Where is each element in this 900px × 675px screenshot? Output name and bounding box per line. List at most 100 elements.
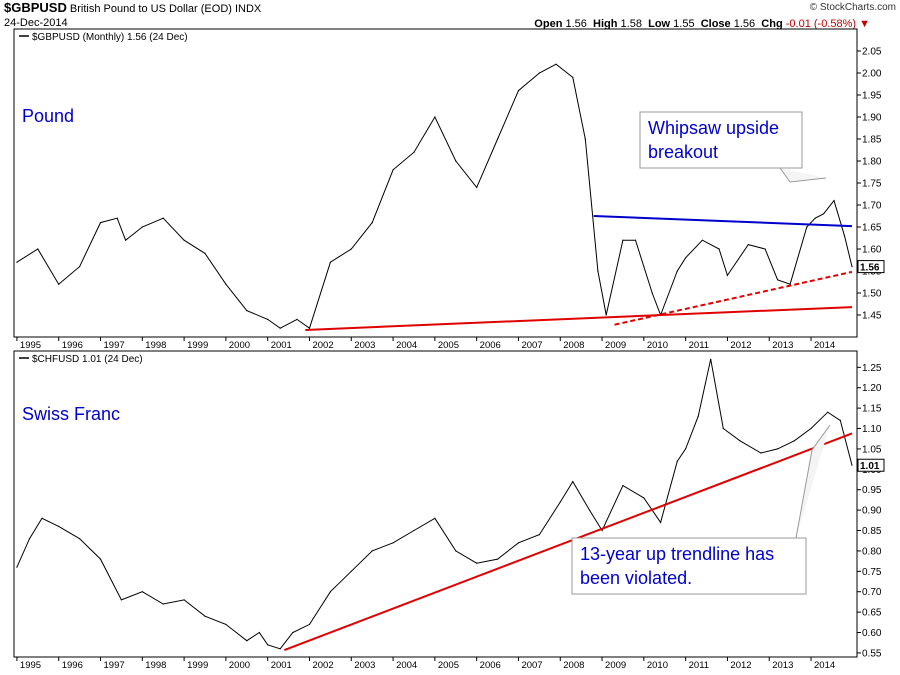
price-point: [777, 448, 779, 450]
price-point: [183, 239, 185, 241]
x-tick-label: 2001: [271, 340, 292, 351]
y-tick-label: 0.55: [862, 648, 882, 659]
x-tick-label: 2005: [438, 660, 459, 671]
price-point: [588, 509, 591, 511]
price-point: [777, 279, 779, 281]
price-point: [701, 239, 704, 241]
symbol: $GBPUSD: [4, 0, 67, 15]
y-tick-label: 2.00: [862, 69, 882, 80]
price-point: [292, 631, 294, 634]
price-point: [183, 599, 185, 601]
x-tick-label: 2014: [814, 340, 835, 351]
y-tick-label: 1.45: [862, 311, 882, 322]
price-point: [296, 318, 298, 320]
price-point: [685, 257, 687, 259]
low-label: Low: [648, 18, 671, 30]
y-tick-label: 0.75: [862, 567, 882, 578]
price-point: [329, 591, 331, 593]
price-point: [764, 248, 766, 250]
last-value-label: 1.01: [860, 461, 880, 472]
y-tick-label: 0.90: [862, 506, 882, 517]
last-value-tag: [857, 260, 885, 274]
last-value-label: 1.56: [860, 263, 880, 274]
price-point: [329, 261, 331, 263]
x-tick-label: 2009: [605, 660, 626, 671]
price-point: [497, 138, 499, 140]
price-point: [434, 116, 436, 118]
price-point: [413, 151, 415, 153]
annotation-text: been violated.: [580, 568, 692, 588]
x-tick-label: 1996: [62, 340, 83, 351]
price-point: [125, 239, 127, 241]
x-tick-label: 2001: [271, 660, 292, 671]
price-point: [392, 169, 394, 171]
price-point: [538, 72, 541, 74]
price-point: [16, 566, 18, 568]
callout-pointer: [779, 167, 827, 183]
down-arrow-icon: ▼: [859, 18, 870, 30]
price-point: [204, 252, 206, 254]
price-point: [651, 292, 653, 294]
price-point: [392, 542, 394, 544]
x-tick-label: 2007: [521, 660, 542, 671]
y-tick-label: 0.70: [862, 587, 882, 598]
close-value: 1.56: [733, 18, 756, 30]
price-point: [246, 310, 248, 312]
y-tick-label: 1.15: [862, 404, 882, 415]
resistance-trendline: [593, 215, 853, 228]
x-tick-label: 2010: [647, 340, 668, 351]
price-point: [833, 200, 835, 202]
price-point: [79, 538, 81, 540]
price-point: [258, 631, 260, 634]
price-point: [225, 283, 227, 285]
price-point: [41, 517, 43, 519]
price-point: [597, 270, 599, 272]
x-tick-label: 1997: [104, 340, 125, 351]
x-tick-label: 2008: [563, 340, 584, 351]
y-tick-label: 0.95: [862, 485, 882, 496]
price-point: [676, 460, 678, 462]
callout-pointer: [795, 424, 831, 539]
plot-frame: [13, 28, 858, 338]
y-tick-label: 0.80: [862, 546, 882, 557]
price-point: [634, 239, 637, 241]
x-tick-label: 2011: [689, 340, 709, 351]
price-point: [789, 283, 791, 285]
price-point: [476, 562, 478, 564]
price-point: [497, 558, 499, 560]
price-point: [555, 63, 557, 65]
price-point: [806, 226, 808, 228]
price-point: [517, 542, 520, 544]
exchange: INDX: [234, 3, 262, 15]
price-point: [225, 623, 227, 626]
chg-value: -0.01 (-0.58%): [785, 18, 857, 30]
price-point: [843, 235, 846, 237]
x-tick-label: 2014: [814, 660, 835, 671]
price-point: [162, 603, 164, 605]
x-tick-label: 2012: [730, 340, 751, 351]
support-trendline: [305, 306, 853, 331]
price-point: [605, 314, 607, 316]
y-tick-label: 1.50: [862, 289, 882, 300]
price-point: [455, 160, 457, 162]
x-tick-label: 2000: [229, 660, 250, 671]
close-label: Close: [700, 18, 731, 30]
price-point: [739, 440, 741, 442]
support-trendline: [284, 432, 853, 651]
high-label: High: [593, 18, 618, 30]
x-tick-label: 1997: [104, 660, 125, 671]
x-tick-label: 2011: [689, 660, 709, 671]
y-tick-label: 1.70: [862, 201, 882, 212]
price-point: [371, 222, 373, 224]
y-tick-label: 1.75: [862, 179, 882, 190]
x-tick-label: 2009: [605, 340, 626, 351]
price-series-line: [16, 63, 853, 330]
dashed-support-trendline: [614, 270, 853, 326]
price-point: [350, 570, 352, 572]
x-tick-label: 2006: [480, 340, 501, 351]
price-point: [371, 550, 373, 552]
panel-label: Pound: [22, 106, 74, 126]
price-point: [660, 521, 662, 524]
price-point: [141, 591, 143, 593]
